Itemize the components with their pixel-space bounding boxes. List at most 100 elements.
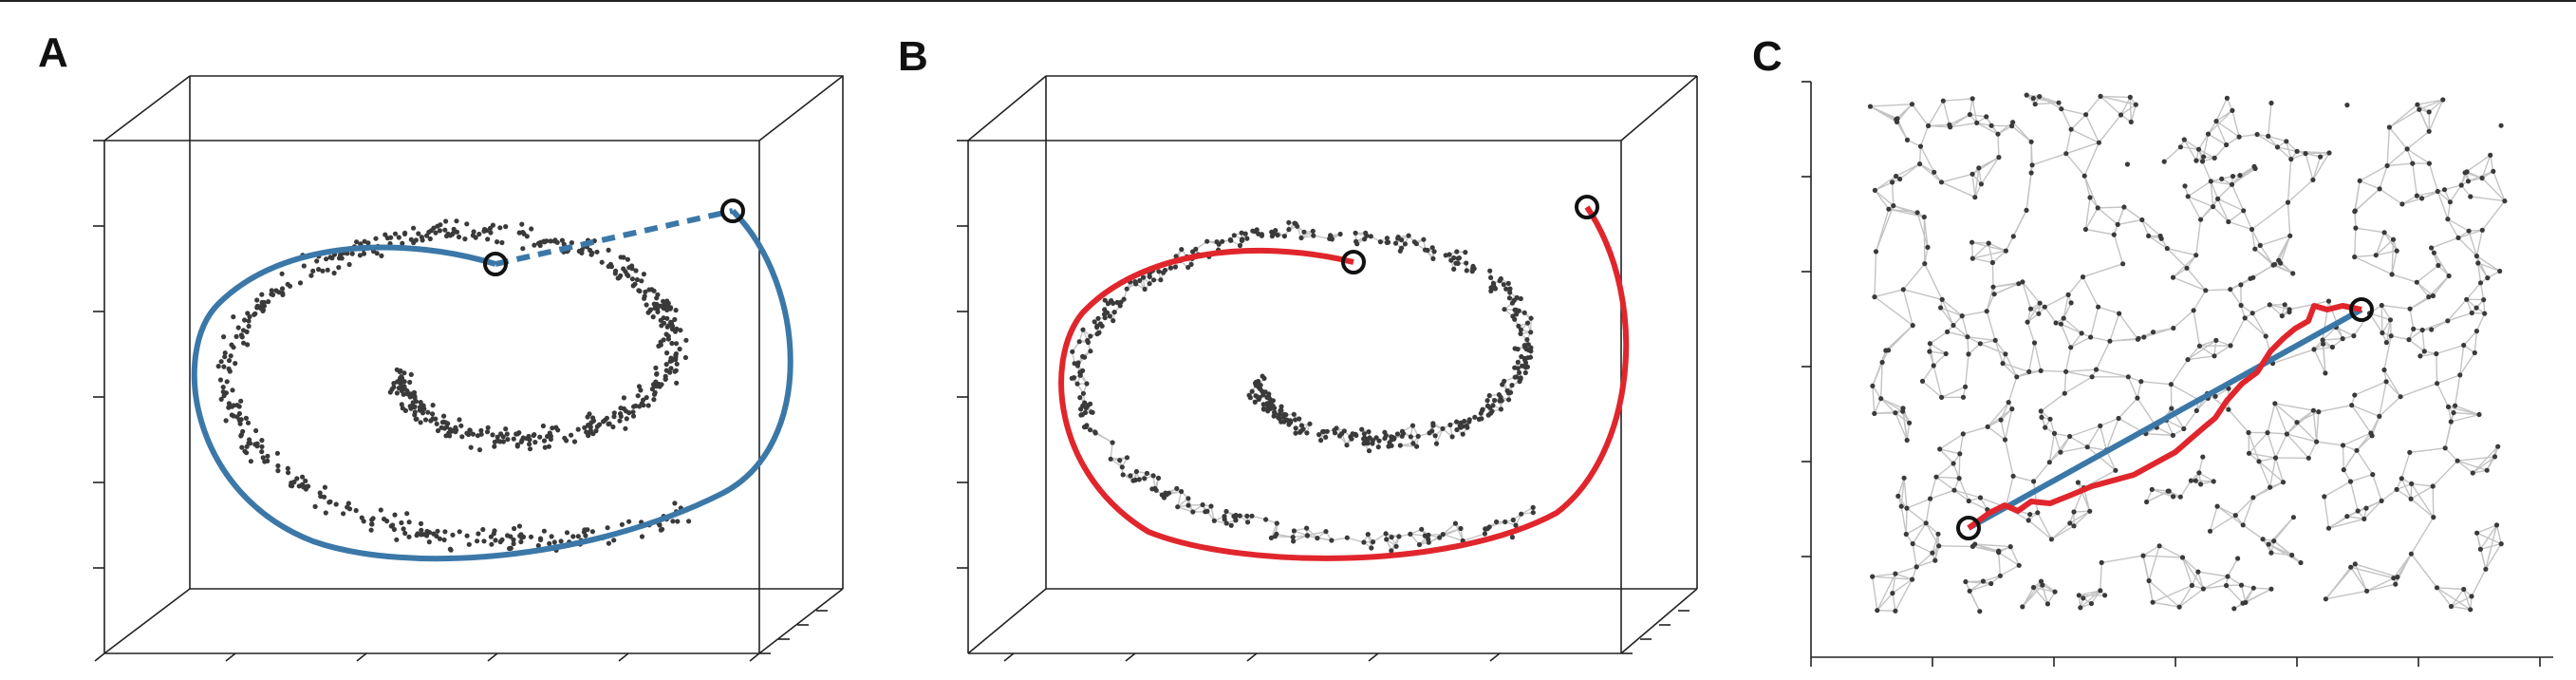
- point-marker: [1464, 268, 1469, 274]
- point-marker: [2025, 319, 2030, 325]
- point-marker: [1430, 255, 1436, 261]
- point-marker: [2171, 325, 2176, 331]
- point-marker: [663, 362, 669, 368]
- graph-edge: [2389, 108, 2420, 128]
- point-marker: [495, 239, 500, 245]
- graph-edge: [2451, 605, 2471, 611]
- graph-edge: [2343, 449, 2358, 470]
- point-marker: [223, 418, 229, 424]
- point-marker: [2149, 486, 2155, 493]
- graph-edge: [2002, 363, 2018, 378]
- graph-edge: [2100, 95, 2131, 99]
- graph-edge: [2040, 392, 2065, 412]
- graph-edge: [2463, 589, 2472, 611]
- graph-edge: [2141, 219, 2150, 236]
- graph-edge: [2152, 584, 2193, 603]
- point-marker: [1190, 249, 1196, 255]
- graph-edge: [1880, 398, 1896, 414]
- point-marker: [378, 507, 383, 513]
- point-marker: [664, 315, 670, 321]
- point-marker: [2038, 368, 2044, 373]
- graph-edge: [1903, 478, 1908, 509]
- point-marker: [1088, 333, 1093, 339]
- graph-edge: [1888, 325, 1913, 351]
- graph-edge: [2152, 488, 2174, 498]
- point-marker: [1080, 390, 1086, 396]
- graph-edge: [2193, 290, 2207, 312]
- point-marker: [1470, 266, 1476, 272]
- point-marker: [2161, 159, 2167, 164]
- point-marker: [658, 339, 663, 345]
- graph-edge: [1930, 331, 1948, 345]
- point-marker: [1945, 329, 1951, 334]
- point-marker: [2287, 307, 2292, 312]
- point-marker: [2474, 530, 2480, 536]
- graph-edge: [2130, 104, 2137, 123]
- point-marker: [1465, 425, 1470, 430]
- graph-edge: [2213, 144, 2228, 159]
- point-marker: [623, 425, 628, 431]
- point-marker: [2116, 415, 2121, 422]
- point-marker: [545, 433, 551, 440]
- point-marker: [664, 298, 670, 304]
- point-marker: [593, 428, 599, 434]
- point-marker: [2411, 326, 2417, 331]
- point-marker: [1257, 382, 1262, 387]
- graph-edge: [2436, 587, 2453, 607]
- point-marker: [2268, 484, 2273, 490]
- point-marker: [279, 286, 286, 292]
- graph-edge: [2274, 457, 2285, 482]
- graph-edge: [2249, 452, 2276, 459]
- graph-edge: [2267, 403, 2276, 433]
- point-marker: [2399, 201, 2405, 207]
- point-marker: [569, 432, 574, 438]
- graph-edge: [2274, 403, 2288, 435]
- graph-edge: [2033, 342, 2042, 371]
- point-marker: [2318, 154, 2324, 160]
- graph-edge: [2109, 337, 2139, 342]
- graph-edge: [1968, 343, 1981, 355]
- point-marker: [246, 318, 252, 324]
- point-marker: [1304, 533, 1310, 538]
- graph-edge: [2475, 255, 2489, 278]
- point-marker: [1527, 354, 1534, 360]
- point-marker: [2213, 119, 2219, 124]
- graph-edge: [2372, 474, 2382, 501]
- point-marker: [459, 434, 465, 440]
- point-marker: [1240, 236, 1245, 242]
- point-marker: [239, 334, 245, 340]
- point-marker: [2226, 406, 2231, 412]
- graph-edge: [1895, 412, 1908, 441]
- graph-edge: [2080, 590, 2101, 609]
- point-marker: [1895, 493, 1901, 500]
- graph-edge: [2328, 518, 2364, 529]
- graph-edge: [2432, 460, 2458, 487]
- point-marker: [1395, 236, 1401, 241]
- point-marker: [505, 437, 511, 443]
- point-marker: [2185, 194, 2191, 199]
- graph-edge: [2400, 478, 2412, 500]
- point-marker: [2341, 467, 2346, 473]
- point-marker: [662, 304, 667, 310]
- point-marker: [2492, 454, 2498, 460]
- point-marker: [1252, 399, 1258, 405]
- point-marker: [247, 313, 252, 320]
- point-marker: [233, 333, 239, 339]
- graph-edge: [2113, 234, 2124, 265]
- point-marker: [2179, 555, 2186, 560]
- point-marker: [2436, 262, 2441, 269]
- graph-edge: [2349, 481, 2359, 512]
- point-marker: [1384, 236, 1390, 241]
- point-marker: [396, 235, 401, 240]
- point-marker: [373, 236, 379, 241]
- point-marker: [2481, 297, 2487, 303]
- graph-edge: [2005, 236, 2014, 252]
- point-marker: [644, 302, 649, 308]
- point-marker: [585, 414, 590, 420]
- point-marker: [426, 529, 432, 536]
- point-marker: [2246, 450, 2252, 456]
- point-marker: [2377, 413, 2382, 419]
- point-marker: [2373, 253, 2379, 258]
- graph-edge: [2417, 190, 2438, 197]
- point-marker: [2201, 154, 2207, 160]
